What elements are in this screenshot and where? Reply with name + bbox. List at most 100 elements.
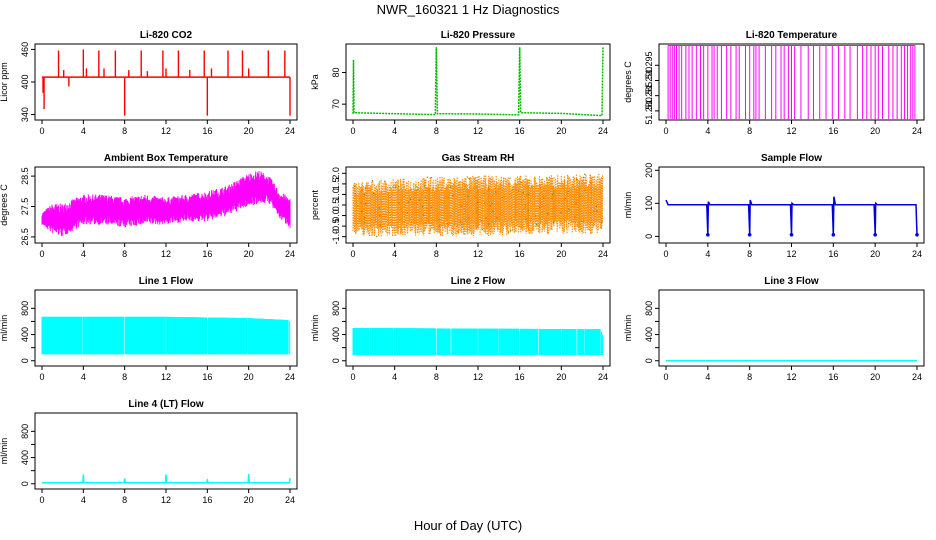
x-tick-label: 4 [81, 126, 86, 136]
chart-panel-6: Sample Flow ml/min 0 4 8 12 16 20 24 0 100 200 [623, 153, 925, 259]
chart-title: Li-820 CO2 [140, 30, 193, 41]
y-tick-label: 27.5 [20, 198, 30, 216]
x-tick-label: 0 [39, 495, 44, 505]
data-point [489, 205, 491, 207]
chart-title: Line 1 Flow [139, 276, 194, 287]
x-tick-label: 4 [705, 126, 710, 136]
data-point [517, 190, 520, 192]
x-tick-label: 20 [870, 126, 880, 136]
series-line [665, 196, 918, 235]
x-tick-label: 8 [747, 126, 752, 136]
data-point [398, 189, 400, 191]
data-point [378, 207, 380, 209]
data-point [421, 206, 424, 208]
data-point [496, 217, 498, 219]
x-tick-label: 0 [663, 372, 668, 382]
data-point [593, 210, 595, 212]
data-point [423, 214, 425, 216]
chart-title: Line 2 Flow [451, 276, 506, 287]
data-point [457, 230, 459, 233]
data-point [360, 202, 363, 204]
chart-panel-2: Li-820 Pressure kPa 0 4 8 12 16 20 24 70 80 [310, 30, 611, 136]
y-tick-label: 400 [20, 327, 30, 342]
x-tick-label: 0 [350, 126, 355, 136]
data-point [460, 205, 462, 207]
data-point [461, 223, 463, 225]
data-point [579, 195, 581, 198]
y-axis-label: percent [310, 189, 320, 220]
plot-area [667, 45, 916, 120]
plot-area [42, 473, 291, 484]
data-point [507, 231, 510, 233]
data-point [539, 206, 541, 209]
x-tick-label: 0 [663, 126, 668, 136]
x-tick-label: 0 [350, 249, 355, 259]
y-tick-label: 51.285 [644, 82, 654, 110]
x-tick-label: 8 [122, 249, 127, 259]
data-point [389, 196, 392, 199]
x-tick-label: 8 [434, 249, 439, 259]
x-tick-label: 4 [392, 372, 397, 382]
data-point [553, 221, 555, 224]
data-point [450, 215, 452, 217]
x-tick-label: 8 [747, 249, 752, 259]
data-point [575, 178, 578, 180]
data-point [417, 188, 419, 190]
data-point [475, 210, 478, 212]
data-point [509, 230, 512, 232]
y-axis-label: degrees C [0, 184, 9, 226]
x-tick-label: 24 [912, 249, 922, 259]
plot-frame [34, 43, 298, 121]
data-point [520, 181, 522, 184]
data-point [476, 201, 479, 204]
x-tick-label: 24 [598, 249, 608, 259]
data-point [468, 217, 470, 219]
x-tick-label: 24 [285, 126, 295, 136]
x-tick-label: 0 [350, 372, 355, 382]
data-point [527, 209, 529, 212]
data-point [363, 193, 366, 196]
data-point [531, 186, 533, 188]
y-tick-label: 100 [644, 196, 654, 211]
data-point [480, 220, 482, 222]
x-tick-label: 24 [285, 372, 295, 382]
plot-frame [658, 289, 925, 367]
data-point [535, 223, 538, 226]
x-tick-label: 12 [161, 126, 171, 136]
x-tick-label: 16 [202, 495, 212, 505]
data-point [574, 216, 576, 218]
x-tick-label: 12 [473, 372, 483, 382]
x-tick-label: 4 [81, 372, 86, 382]
x-tick-label: 16 [828, 372, 838, 382]
x-tick-label: 16 [202, 249, 212, 259]
data-point [487, 223, 490, 225]
series-line [42, 473, 291, 484]
data-point [505, 200, 507, 203]
data-point [407, 201, 410, 203]
data-point [392, 186, 394, 188]
y-axis-label: ml/min [623, 192, 633, 219]
data-point [524, 204, 526, 206]
x-tick-label: 12 [786, 372, 796, 382]
y-tick-label: 2.0 [331, 167, 341, 180]
x-tick-label: 0 [663, 249, 668, 259]
data-point [528, 193, 530, 196]
y-tick-label: 26.5 [20, 228, 30, 246]
data-point [567, 192, 569, 195]
y-tick-label: 0.0 [331, 209, 341, 222]
data-point [364, 187, 366, 189]
data-point [357, 205, 359, 207]
y-axis-label: ml/min [310, 315, 320, 342]
x-tick-label: 20 [556, 126, 566, 136]
x-tick-label: 20 [244, 249, 254, 259]
chart-panel-4: Ambient Box Temperature degrees C 0 4 8 12 16 2… [0, 153, 298, 259]
data-point [466, 176, 469, 178]
data-point [409, 198, 412, 200]
x-tick-label: 4 [392, 126, 397, 136]
data-point [452, 194, 454, 197]
plot-area [42, 49, 291, 116]
x-tick-label: 20 [556, 372, 566, 382]
y-tick-label: 0 [20, 481, 30, 486]
y-axis-label: Licor ppm [0, 62, 9, 102]
data-point [501, 196, 504, 199]
